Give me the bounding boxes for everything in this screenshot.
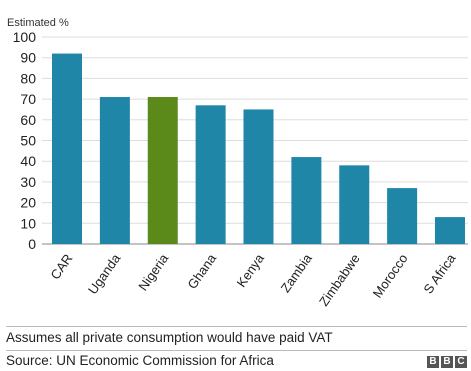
x-tick-label: Zimbabwe bbox=[316, 251, 363, 309]
y-tick-label: 10 bbox=[20, 215, 36, 231]
y-tick-label: 70 bbox=[20, 91, 36, 107]
y-tick-label: 90 bbox=[20, 50, 36, 66]
y-tick-label: 30 bbox=[20, 174, 36, 190]
bar-zambia bbox=[291, 157, 322, 244]
x-tick-label: CAR bbox=[47, 251, 75, 282]
bar-zimbabwe bbox=[339, 165, 370, 244]
bar-chart: Estimated % 0 10 20 30 40 50 60 70 80 90 100 CAR Ug… bbox=[7, 17, 468, 309]
bbc-logo-letter: B bbox=[427, 356, 439, 368]
bar-morocco bbox=[387, 188, 418, 244]
x-tick-label: Morocco bbox=[370, 251, 411, 300]
x-tick-label: Zambia bbox=[278, 250, 316, 295]
y-tick-label: 20 bbox=[20, 195, 36, 211]
chart-source: Source: UN Economic Commission for Afric… bbox=[6, 353, 274, 368]
x-tick-label: Uganda bbox=[85, 250, 124, 297]
chart-footnote: Assumes all private consumption would ha… bbox=[6, 330, 333, 345]
bbc-logo-letter: C bbox=[455, 356, 467, 368]
bar-ghana bbox=[195, 105, 226, 244]
bar-car bbox=[52, 53, 82, 245]
bar-s-africa bbox=[435, 217, 465, 244]
y-tick-label: 0 bbox=[28, 236, 36, 252]
footer-divider bbox=[6, 350, 467, 351]
y-tick-label: 50 bbox=[20, 133, 36, 149]
y-tick-label: 80 bbox=[20, 70, 36, 86]
y-tick-label: 60 bbox=[20, 112, 36, 128]
bbc-logo-letter: B bbox=[441, 356, 453, 368]
x-tick-label: Ghana bbox=[184, 250, 219, 291]
x-tick-label: S Africa bbox=[420, 250, 458, 296]
bars bbox=[52, 53, 465, 245]
bar-kenya bbox=[243, 109, 274, 244]
x-tick-label: Nigeria bbox=[135, 250, 171, 293]
bar-nigeria bbox=[147, 97, 178, 244]
x-tick-label: Kenya bbox=[234, 250, 268, 289]
y-tick-label: 100 bbox=[13, 29, 37, 45]
x-tick-labels: CAR Uganda Nigeria Ghana Kenya Zambia Zimbabwe… bbox=[47, 250, 458, 308]
y-tick-labels: 0 10 20 30 40 50 60 70 80 90 100 bbox=[13, 29, 37, 252]
y-tick-label: 40 bbox=[20, 153, 36, 169]
bbc-logo: B B C bbox=[427, 356, 467, 368]
y-axis-label: Estimated % bbox=[7, 17, 69, 29]
bar-uganda bbox=[99, 97, 130, 244]
footer-divider-top bbox=[6, 326, 467, 327]
